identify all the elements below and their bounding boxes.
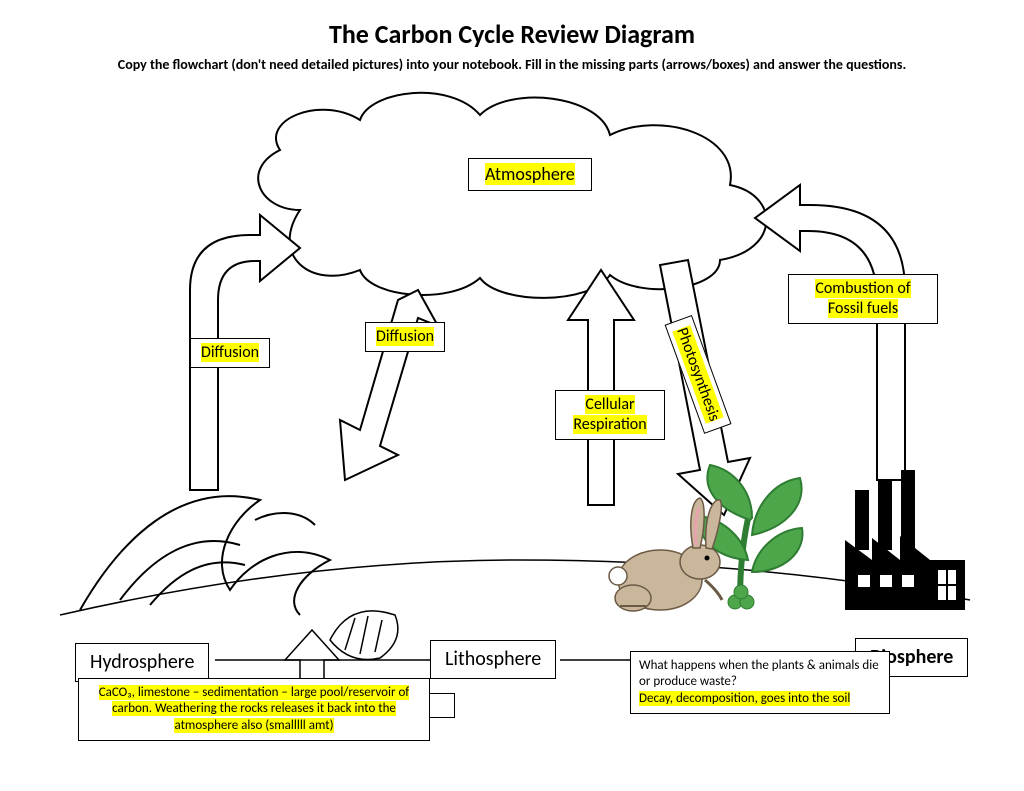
ocean-wave-icon (80, 496, 330, 615)
node-cellular-respiration-label: CellularRespiration (573, 395, 646, 434)
node-caco3-note-label: CaCO₃, limestone – sedimentation – large… (99, 685, 410, 733)
arrow-diffusion-down (340, 290, 438, 480)
node-photosynthesis: Photosynthesis (665, 315, 732, 434)
node-diffusion-down: Diffusion (365, 322, 445, 352)
node-combustion-label: Combustion ofFossil fuels (815, 279, 910, 318)
rabbit-icon (609, 498, 722, 611)
node-decay-question: What happens when the plants & animals d… (639, 658, 879, 689)
arrow-cellular-respiration (568, 270, 634, 505)
shell-icon (330, 611, 398, 660)
node-decay: What happens when the plants & animals d… (630, 651, 890, 714)
node-diffusion-down-label: Diffusion (376, 327, 434, 346)
node-hydrosphere: Hydrosphere (75, 643, 209, 682)
node-diffusion-up-label: Diffusion (201, 343, 259, 362)
page-subtitle: Copy the flowchart (don't need detailed … (0, 56, 1024, 73)
node-photosynthesis-label: Photosynthesis (672, 325, 723, 424)
node-cellular-respiration: CellularRespiration (555, 390, 665, 440)
cloud-icon (258, 93, 766, 298)
node-caco3-note: CaCO₃, limestone – sedimentation – large… (78, 678, 430, 741)
factory-icon (845, 470, 965, 610)
node-decay-answer: Decay, decomposition, goes into the soil (639, 691, 850, 706)
plant-icon (700, 465, 803, 609)
ground-line (60, 560, 970, 615)
page-title: The Carbon Cycle Review Diagram (0, 18, 1024, 50)
node-combustion: Combustion ofFossil fuels (788, 274, 938, 324)
node-lithosphere-label: Lithosphere (445, 647, 541, 671)
node-diffusion-up: Diffusion (190, 338, 270, 368)
node-atmosphere-label: Atmosphere (485, 163, 575, 185)
node-hydrosphere-label: Hydrosphere (90, 650, 194, 674)
node-atmosphere: Atmosphere (468, 158, 592, 191)
arrow-combustion (755, 185, 905, 480)
node-lithosphere: Lithosphere (430, 640, 556, 679)
